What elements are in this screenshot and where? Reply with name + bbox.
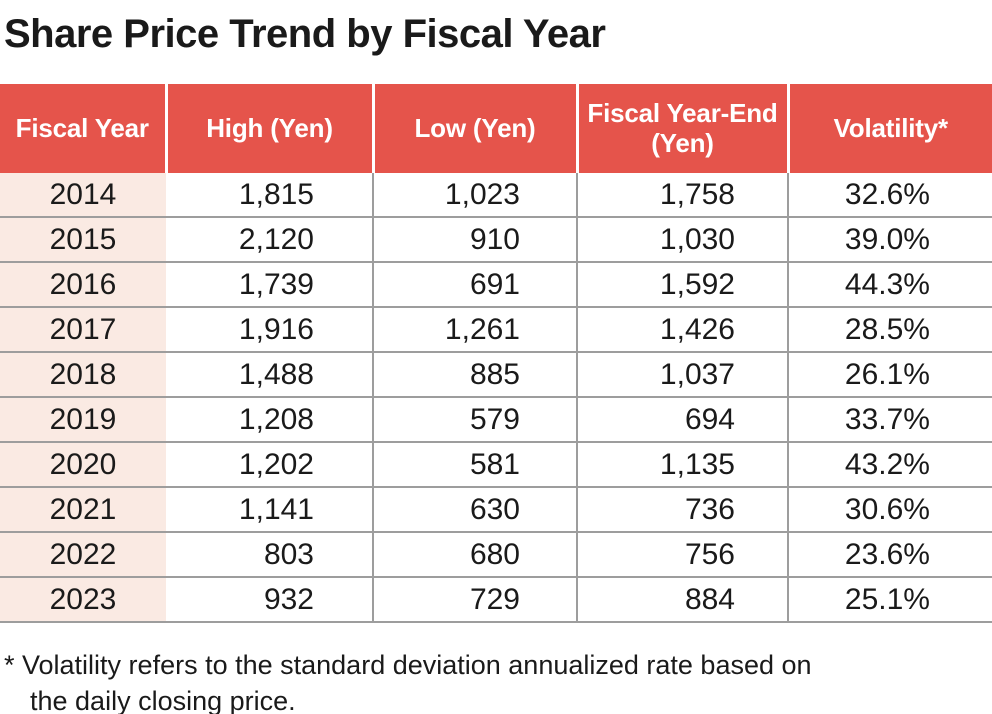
- value-cell: 2,120: [166, 217, 373, 263]
- header-row: Fiscal Year High (Yen) Low (Yen) Fiscal …: [0, 84, 992, 173]
- table-row: 2016 1,739 691 1,592 44.3%: [0, 262, 992, 308]
- value-cell: 1,488: [166, 352, 373, 398]
- fiscal-year-cell: 2016: [0, 262, 166, 308]
- fiscal-year-cell: 2022: [0, 532, 166, 578]
- value-cell: 803: [166, 532, 373, 578]
- table-row: 2023 932 729 884 25.1%: [0, 577, 992, 623]
- value-cell: 33.7%: [787, 397, 992, 443]
- value-cell: 1,023: [372, 173, 577, 218]
- value-cell: 579: [372, 397, 577, 443]
- value-cell: 581: [372, 442, 577, 488]
- fiscal-year-cell: 2014: [0, 173, 166, 218]
- fiscal-year-cell: 2015: [0, 217, 166, 263]
- value-cell: 1,815: [166, 173, 373, 218]
- header-fiscal-year: Fiscal Year: [0, 84, 166, 173]
- value-cell: 910: [372, 217, 577, 263]
- value-cell: 23.6%: [787, 532, 992, 578]
- value-cell: 1,030: [576, 217, 788, 263]
- share-price-table: Fiscal Year High (Yen) Low (Yen) Fiscal …: [0, 84, 992, 623]
- table-row: 2021 1,141 630 736 30.6%: [0, 487, 992, 533]
- value-cell: 30.6%: [787, 487, 992, 533]
- value-cell: 1,141: [166, 487, 373, 533]
- value-cell: 1,202: [166, 442, 373, 488]
- footnote: * Volatility refers to the standard devi…: [0, 648, 992, 714]
- value-cell: 694: [576, 397, 788, 443]
- value-cell: 729: [372, 577, 577, 623]
- fiscal-year-cell: 2020: [0, 442, 166, 488]
- fiscal-year-cell: 2021: [0, 487, 166, 533]
- header-low-yen: Low (Yen): [371, 84, 577, 173]
- value-cell: 1,426: [576, 307, 788, 353]
- header-fiscal-year-end-yen: Fiscal Year-End (Yen): [575, 84, 788, 173]
- value-cell: 43.2%: [787, 442, 992, 488]
- value-cell: 26.1%: [787, 352, 992, 398]
- value-cell: 691: [372, 262, 577, 308]
- value-cell: 630: [372, 487, 577, 533]
- table-row: 2022 803 680 756 23.6%: [0, 532, 992, 578]
- value-cell: 885: [372, 352, 577, 398]
- value-cell: 884: [576, 577, 788, 623]
- value-cell: 1,037: [576, 352, 788, 398]
- header-high-yen: High (Yen): [164, 84, 373, 173]
- value-cell: 1,758: [576, 173, 788, 218]
- footnote-line-1: * Volatility refers to the standard devi…: [4, 650, 812, 680]
- value-cell: 28.5%: [787, 307, 992, 353]
- value-cell: 1,135: [576, 442, 788, 488]
- value-cell: 25.1%: [787, 577, 992, 623]
- value-cell: 1,208: [166, 397, 373, 443]
- page-title: Share Price Trend by Fiscal Year: [4, 12, 606, 56]
- value-cell: 680: [372, 532, 577, 578]
- value-cell: 44.3%: [787, 262, 992, 308]
- fiscal-year-cell: 2017: [0, 307, 166, 353]
- value-cell: 932: [166, 577, 373, 623]
- value-cell: 1,916: [166, 307, 373, 353]
- table-header: Fiscal Year High (Yen) Low (Yen) Fiscal …: [0, 84, 992, 173]
- value-cell: 32.6%: [787, 173, 992, 218]
- header-volatility: Volatility*: [786, 84, 992, 173]
- table-row: 2020 1,202 581 1,135 43.2%: [0, 442, 992, 488]
- value-cell: 1,739: [166, 262, 373, 308]
- value-cell: 1,261: [372, 307, 577, 353]
- value-cell: 39.0%: [787, 217, 992, 263]
- table-row: 2018 1,488 885 1,037 26.1%: [0, 352, 992, 398]
- table-row: 2015 2,120 910 1,030 39.0%: [0, 217, 992, 263]
- table-row: 2017 1,916 1,261 1,426 28.5%: [0, 307, 992, 353]
- table-row: 2019 1,208 579 694 33.7%: [0, 397, 992, 443]
- footnote-line-2: the daily closing price.: [30, 685, 296, 714]
- fiscal-year-cell: 2018: [0, 352, 166, 398]
- value-cell: 1,592: [576, 262, 788, 308]
- fiscal-year-cell: 2023: [0, 577, 166, 623]
- fiscal-year-cell: 2019: [0, 397, 166, 443]
- value-cell: 736: [576, 487, 788, 533]
- value-cell: 756: [576, 532, 788, 578]
- table-row: 2014 1,815 1,023 1,758 32.6%: [0, 173, 992, 218]
- table-body: 2014 1,815 1,023 1,758 32.6% 2015 2,120 910 1,03…: [0, 173, 992, 623]
